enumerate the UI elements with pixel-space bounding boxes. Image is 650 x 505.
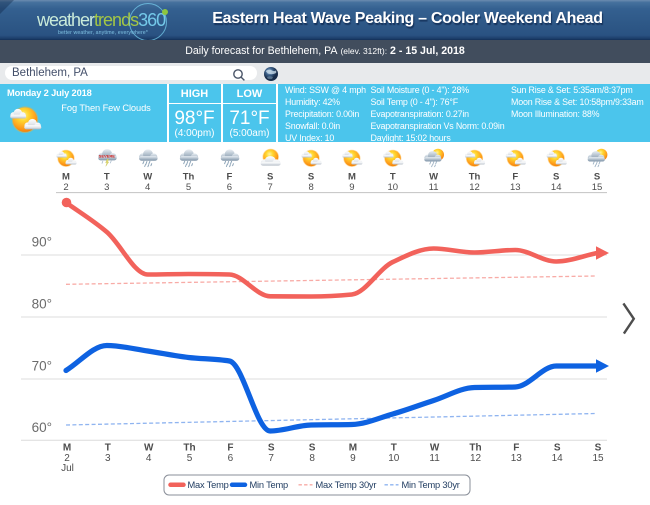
svg-text:T: T	[391, 443, 397, 454]
svg-text:11: 11	[429, 182, 439, 193]
svg-text:8: 8	[309, 453, 315, 464]
svg-text:Min Temp 30yr: Min Temp 30yr	[402, 480, 460, 490]
svg-text:Th: Th	[183, 443, 195, 454]
svg-text:12: 12	[469, 182, 480, 193]
svg-text:9: 9	[349, 182, 354, 193]
svg-text:4: 4	[146, 453, 152, 464]
svg-text:3: 3	[104, 182, 109, 193]
svg-text:S: S	[595, 443, 602, 454]
svg-text:6: 6	[227, 182, 232, 193]
svg-text:60°: 60°	[32, 420, 52, 435]
svg-text:Th: Th	[469, 443, 481, 454]
svg-text:13: 13	[510, 182, 521, 193]
svg-text:15: 15	[592, 453, 604, 464]
svg-text:8: 8	[308, 182, 313, 193]
svg-text:S: S	[267, 172, 273, 183]
svg-text:M: M	[349, 443, 357, 454]
svg-text:4: 4	[145, 182, 150, 193]
svg-text:Max Temp: Max Temp	[188, 480, 229, 490]
svg-text:3: 3	[105, 453, 111, 464]
svg-text:14: 14	[552, 453, 564, 464]
svg-text:F: F	[513, 443, 519, 454]
svg-text:W: W	[430, 443, 440, 454]
svg-text:Jul: Jul	[61, 463, 74, 474]
svg-text:11: 11	[429, 453, 440, 464]
svg-text:7: 7	[268, 453, 274, 464]
svg-text:13: 13	[511, 453, 523, 464]
svg-text:T: T	[105, 443, 111, 454]
svg-text:F: F	[226, 172, 232, 183]
svg-text:14: 14	[551, 182, 562, 193]
svg-text:6: 6	[228, 453, 234, 464]
svg-text:S: S	[553, 172, 559, 183]
svg-text:S: S	[594, 172, 600, 183]
svg-text:M: M	[62, 172, 70, 183]
svg-text:M: M	[63, 443, 71, 454]
svg-text:W: W	[144, 443, 154, 454]
svg-text:S: S	[308, 172, 314, 183]
svg-text:5: 5	[186, 182, 191, 193]
svg-text:M: M	[348, 172, 356, 183]
svg-text:S: S	[309, 443, 316, 454]
svg-text:T: T	[390, 172, 396, 183]
svg-text:T: T	[104, 172, 110, 183]
svg-text:5: 5	[187, 453, 193, 464]
svg-text:2: 2	[63, 182, 68, 193]
svg-text:S: S	[554, 443, 561, 454]
svg-text:Min Temp: Min Temp	[250, 480, 289, 490]
svg-text:W: W	[429, 172, 438, 183]
svg-text:Th: Th	[183, 172, 195, 183]
svg-text:S: S	[268, 443, 275, 454]
svg-text:10: 10	[388, 453, 400, 464]
svg-text:70°: 70°	[32, 359, 52, 374]
svg-text:15: 15	[592, 182, 603, 193]
svg-text:12: 12	[470, 453, 482, 464]
svg-text:9: 9	[350, 453, 356, 464]
svg-text:F: F	[512, 172, 518, 183]
svg-text:Max Temp 30yr: Max Temp 30yr	[316, 480, 377, 490]
svg-text:F: F	[227, 443, 233, 454]
svg-text:80°: 80°	[32, 297, 52, 312]
svg-text:W: W	[143, 172, 152, 183]
svg-text:2: 2	[64, 453, 70, 464]
svg-text:10: 10	[388, 182, 399, 193]
svg-text:Th: Th	[469, 172, 481, 183]
svg-text:7: 7	[268, 182, 273, 193]
svg-text:90°: 90°	[32, 235, 52, 250]
